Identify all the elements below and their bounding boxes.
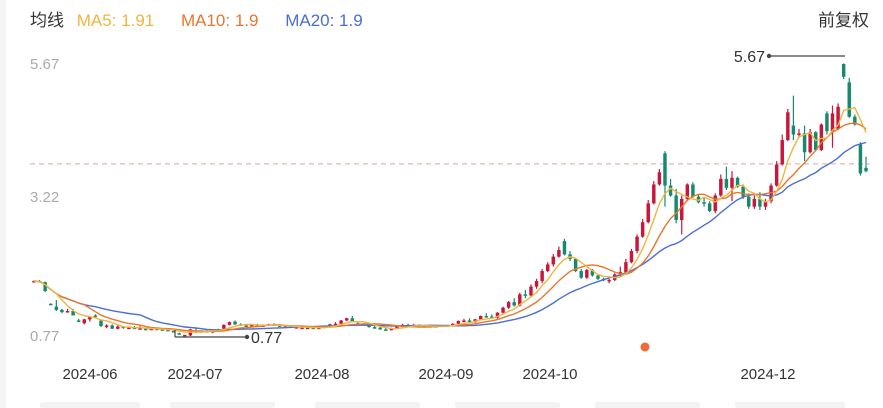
x-tick: 2024-12 xyxy=(740,366,796,383)
bottom-tab-strip xyxy=(0,402,883,408)
bottom-tab[interactable] xyxy=(170,402,275,408)
min-label: 0.77 xyxy=(251,330,282,347)
legend-ma10[interactable]: MA10: 1.9 xyxy=(180,11,259,30)
ma-legend: 均线 MA5: 1.91 MA10: 1.9 MA20: 1.9 xyxy=(30,6,385,31)
legend-ma5[interactable]: MA5: 1.91 xyxy=(76,11,155,30)
x-tick: 2024-10 xyxy=(522,366,578,383)
y-tick-max: 5.67 xyxy=(30,56,60,73)
min-dot-icon xyxy=(244,334,250,340)
legend-ma20[interactable]: MA20: 1.9 xyxy=(285,11,363,30)
adjust-mode-toggle[interactable]: 前复权 xyxy=(818,11,869,30)
bottom-tab[interactable] xyxy=(40,402,140,408)
max-annotation: 5.67 xyxy=(734,49,845,66)
bottom-tab[interactable] xyxy=(595,402,700,408)
max-label: 5.67 xyxy=(734,49,765,66)
event-marker-icon[interactable] xyxy=(640,342,650,352)
ma5-line xyxy=(33,106,867,333)
bottom-tab[interactable] xyxy=(315,402,420,408)
x-tick: 2024-07 xyxy=(167,366,223,383)
x-tick: 2024-06 xyxy=(62,366,118,383)
legend-title: 均线 xyxy=(30,11,64,30)
ma20-line xyxy=(33,141,867,331)
min-annotation: 0.77 xyxy=(174,330,282,347)
x-tick: 2024-09 xyxy=(418,366,474,383)
x-tick: 2024-08 xyxy=(294,366,350,383)
bottom-tab[interactable] xyxy=(735,402,845,408)
bottom-tab[interactable] xyxy=(455,402,560,408)
y-tick-mid: 3.22 xyxy=(30,189,60,206)
ma10-line xyxy=(33,122,867,333)
candles xyxy=(32,63,868,337)
left-border xyxy=(0,0,6,408)
y-tick-min: 0.77 xyxy=(30,328,60,345)
max-dot-icon xyxy=(766,53,772,59)
